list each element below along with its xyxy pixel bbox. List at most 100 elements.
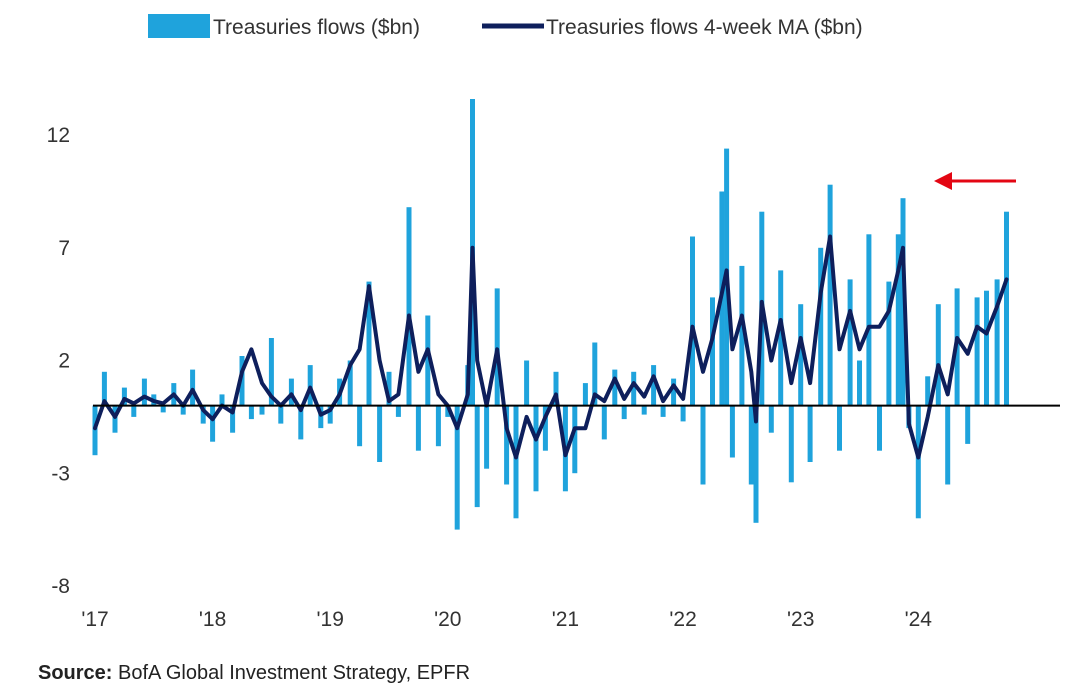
bar <box>307 365 313 406</box>
bar <box>641 405 647 415</box>
bar <box>327 405 333 424</box>
bar <box>101 371 107 406</box>
legend-swatch-bars <box>148 14 210 38</box>
x-tick-label: '21 <box>552 608 579 631</box>
arrow-head <box>934 172 952 190</box>
bar <box>651 365 657 406</box>
bar <box>753 405 759 523</box>
bar <box>445 405 451 417</box>
series-line <box>93 234 1009 460</box>
bar <box>494 288 500 406</box>
bar <box>121 387 127 406</box>
bar <box>533 405 539 492</box>
bar <box>572 405 578 474</box>
bar <box>230 405 236 433</box>
bar <box>866 234 872 406</box>
bar <box>200 405 206 424</box>
bar <box>141 378 147 406</box>
bar <box>710 297 715 406</box>
bar <box>847 279 853 406</box>
bar <box>395 405 401 417</box>
bar <box>877 405 882 451</box>
bar <box>239 356 245 406</box>
bar <box>366 281 372 406</box>
bar <box>621 405 627 420</box>
bar <box>131 405 137 417</box>
bar <box>1004 211 1009 406</box>
bar <box>112 405 118 433</box>
x-tick-label: '18 <box>199 608 226 631</box>
bar <box>484 405 490 469</box>
bar <box>513 405 519 519</box>
bar <box>827 184 833 406</box>
bar <box>542 405 548 451</box>
bar <box>612 369 618 406</box>
y-tick-label: 7 <box>58 237 70 260</box>
x-tick-label: '23 <box>787 608 814 631</box>
legend-label-line: Treasuries flows 4-week MA ($bn) <box>546 16 863 39</box>
bar <box>915 405 921 519</box>
bar <box>807 405 813 462</box>
bar <box>190 369 196 406</box>
legend-label-bars: Treasuries flows ($bn) <box>213 16 420 39</box>
bar <box>837 405 842 451</box>
bar <box>278 405 284 424</box>
y-tick-label: -3 <box>51 462 70 485</box>
bar <box>357 405 363 447</box>
bar <box>631 371 637 406</box>
x-tick-label: '20 <box>434 608 461 631</box>
bar <box>298 405 304 440</box>
bar <box>377 405 383 462</box>
x-tick-label: '19 <box>317 608 344 631</box>
bar <box>768 405 774 433</box>
line-series-layer <box>93 234 1009 460</box>
bar <box>210 405 216 442</box>
bar <box>582 383 588 406</box>
bar <box>386 371 392 406</box>
bar <box>974 297 980 406</box>
bar <box>474 405 480 508</box>
bar <box>984 290 989 406</box>
bar <box>857 360 862 406</box>
bar <box>700 405 706 485</box>
bar <box>886 281 892 406</box>
plot-area: 12 7 2 -3 -8 '17 '18 '19 '20 '21 '22 '23 '24 <box>47 99 1060 631</box>
bar <box>739 265 745 406</box>
bar <box>965 405 971 444</box>
bar <box>680 405 686 422</box>
bar <box>935 304 941 406</box>
bar <box>553 371 559 406</box>
bar <box>415 405 421 451</box>
highlight-arrow <box>934 172 1016 190</box>
y-tick-label: -8 <box>51 575 70 598</box>
legend: Treasuries flows ($bn) Treasuries flows … <box>148 14 863 39</box>
bar <box>748 405 754 485</box>
bar <box>788 405 794 483</box>
bar <box>219 394 225 406</box>
bar <box>945 405 951 485</box>
bar <box>895 234 901 406</box>
bar <box>406 207 412 406</box>
bar <box>180 405 186 415</box>
y-tick-label: 12 <box>47 124 70 147</box>
bar <box>729 405 735 458</box>
bar <box>524 360 530 406</box>
x-tick-label: '24 <box>905 608 933 631</box>
bar-series <box>92 99 1009 530</box>
bar <box>504 405 510 485</box>
x-tick-label: '22 <box>669 608 696 631</box>
x-axis-ticks: '17 '18 '19 '20 '21 '22 '23 '24 <box>81 608 932 631</box>
bar <box>318 405 324 429</box>
bar <box>660 405 666 417</box>
bar <box>425 315 431 406</box>
bar <box>925 376 931 406</box>
bar <box>671 378 677 406</box>
bar <box>592 342 598 406</box>
bar <box>92 405 98 456</box>
x-tick-label: '17 <box>81 608 108 631</box>
bar <box>778 270 784 406</box>
bar <box>259 405 265 415</box>
bar <box>601 405 607 440</box>
bar <box>160 405 166 413</box>
